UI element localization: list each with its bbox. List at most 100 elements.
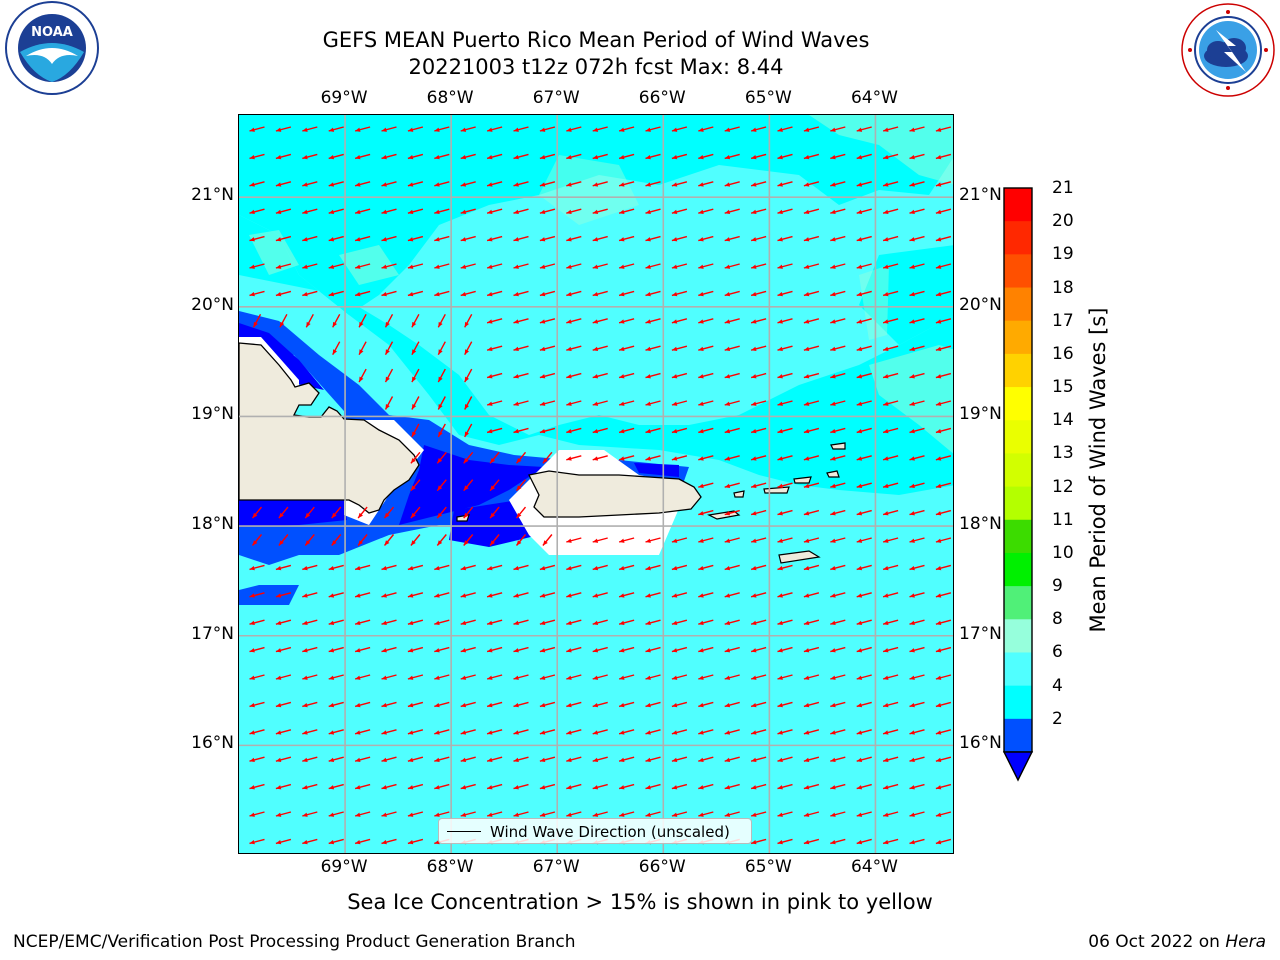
wave-arrow [515, 534, 527, 546]
wave-arrow [935, 537, 952, 543]
wave-arrow [460, 290, 476, 297]
wave-arrow [486, 235, 503, 242]
wave-arrow [856, 126, 872, 132]
wave-arrow [909, 455, 925, 461]
wave-arrow [830, 290, 846, 297]
wave-arrow [803, 153, 820, 160]
wave-arrow [251, 534, 263, 546]
wave-arrow [381, 235, 397, 242]
wave-arrow [407, 126, 424, 132]
wave-arrow [803, 482, 820, 489]
wave-arrow [486, 592, 503, 598]
wave-arrow [698, 811, 714, 817]
wave-arrow [909, 263, 925, 269]
wave-arrow [328, 208, 344, 215]
wave-arrow [302, 756, 318, 763]
wave-arrow [750, 400, 767, 406]
wave-arrow [539, 153, 556, 160]
wave-arrow [407, 208, 424, 215]
wave-arrow [698, 646, 714, 653]
wave-arrow [645, 537, 661, 543]
wave-arrow [434, 126, 450, 132]
wave-arrow [935, 372, 952, 379]
wave-arrow [489, 479, 500, 492]
wave-arrow [777, 400, 793, 406]
wave-arrow [645, 372, 661, 379]
wave-arrow [882, 701, 899, 708]
wave-arrow [434, 646, 450, 653]
wave-arrow [856, 756, 872, 763]
wave-arrow [803, 838, 820, 845]
colorbar-block [1004, 188, 1032, 222]
wave-arrow [671, 153, 688, 160]
wave-arrow [645, 564, 661, 571]
wave-arrow [882, 400, 899, 406]
wave-arrow [698, 619, 714, 626]
wave-arrow [407, 153, 424, 160]
wave-arrow [486, 181, 503, 187]
lat-label-left: 20°N [191, 294, 234, 315]
wave-arrow [935, 345, 952, 352]
wave-arrow [909, 482, 925, 489]
wave-arrow [434, 564, 450, 571]
wave-arrow [724, 126, 740, 132]
wave-arrow [671, 455, 688, 461]
wave-arrow [592, 290, 608, 297]
wave-arrow [645, 208, 661, 215]
wave-arrow [909, 646, 925, 653]
wave-arrow [249, 838, 265, 845]
wave-arrow [460, 181, 476, 187]
wave-arrow [354, 619, 371, 626]
wave-arrow [777, 674, 793, 680]
wave-arrow [566, 290, 582, 297]
wave-arrow [434, 674, 450, 680]
wave-arrow [777, 345, 793, 352]
wave-arrow [513, 345, 529, 352]
wave-arrow [354, 208, 371, 215]
wave-arrow [434, 756, 450, 763]
colorbar-block [1004, 221, 1032, 255]
wave-arrow [750, 537, 767, 543]
colorbar-tick-label: 15 [1052, 377, 1074, 398]
colorbar-block [1004, 420, 1032, 454]
wave-arrow [750, 674, 767, 680]
wave-arrow [437, 368, 446, 383]
wave-arrow [486, 427, 503, 434]
wave-arrow [275, 290, 292, 297]
wave-arrow [302, 646, 318, 653]
wave-arrow [803, 263, 820, 269]
lon-label-bottom: 69°W [320, 857, 368, 877]
wave-arrow [698, 235, 714, 242]
wave-arrow [935, 756, 952, 763]
wave-arrow [411, 368, 420, 383]
wave-arrow [302, 208, 318, 215]
wave-arrow [698, 400, 714, 406]
colorbar-tick-label: 4 [1052, 675, 1063, 696]
wave-arrow [463, 506, 474, 519]
wave-arrow [724, 263, 740, 269]
wave-arrow [411, 341, 420, 356]
wave-arrow [803, 783, 820, 790]
wave-arrow [302, 153, 318, 160]
field-8-9s [809, 115, 953, 185]
wave-arrow [434, 619, 450, 626]
wave-arrow [645, 455, 661, 461]
wave-arrow [592, 427, 608, 434]
wave-arrow [407, 701, 424, 708]
wave-arrow [539, 783, 556, 790]
wave-arrow [513, 701, 529, 708]
wave-arrow [909, 208, 925, 215]
wave-arrow [777, 235, 793, 242]
wave-arrow [830, 153, 846, 160]
wave-arrow [249, 619, 265, 626]
colorbar-tick-label: 14 [1052, 410, 1074, 431]
wave-arrow [935, 427, 952, 434]
wave-arrow [750, 181, 767, 187]
footer-branch: NCEP/EMC/Verification Post Processing Pr… [13, 932, 576, 952]
wave-arrow [618, 427, 635, 434]
wave-arrow [407, 729, 424, 735]
wave-arrow [882, 372, 899, 379]
land-puerto-rico [528, 470, 702, 518]
wave-arrow [698, 290, 714, 297]
wave-arrow [328, 838, 344, 845]
